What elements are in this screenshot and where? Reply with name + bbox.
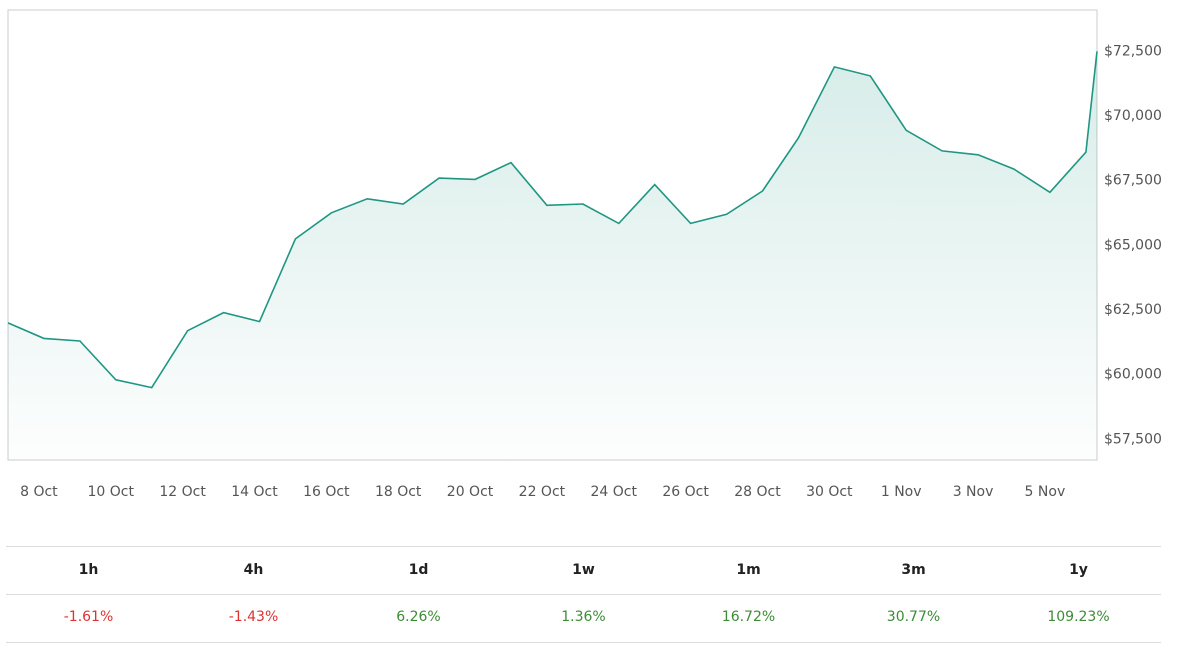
x-tick-label: 12 Oct <box>159 484 206 500</box>
y-tick-label: $65,000 <box>1104 237 1162 253</box>
period-header: 1d <box>408 562 429 578</box>
change-value: 6.26% <box>396 609 441 625</box>
change-value: 30.77% <box>886 609 941 625</box>
x-tick-label: 22 Oct <box>519 484 566 500</box>
change-value: 16.72% <box>721 609 776 625</box>
change-value: 109.23% <box>1047 609 1110 625</box>
x-tick-label: 28 Oct <box>734 484 781 500</box>
y-tick-label: $57,500 <box>1104 431 1162 447</box>
x-tick-label: 8 Oct <box>20 484 58 500</box>
x-tick-label: 18 Oct <box>375 484 422 500</box>
x-tick-label: 3 Nov <box>953 484 994 500</box>
chart: $57,500 $60,000 $62,500 $65,000 $67,500 $70,0… <box>7 9 1162 500</box>
y-tick-label: $62,500 <box>1104 302 1162 318</box>
y-tick-label: $60,000 <box>1104 367 1162 383</box>
price-line <box>7 51 1098 389</box>
period-header: 1m <box>736 562 761 578</box>
row-separator <box>6 594 1161 595</box>
area-fill <box>8 51 1097 461</box>
y-tick-label: $70,000 <box>1104 108 1162 124</box>
y-tick-label: $72,500 <box>1104 43 1162 59</box>
x-tick-label: 1 Nov <box>881 484 922 500</box>
x-tick-label: 10 Oct <box>88 484 135 500</box>
period-header: 1h <box>78 562 99 578</box>
period-header: 1w <box>572 562 595 578</box>
x-tick-label: 5 Nov <box>1025 484 1066 500</box>
period-header: 1y <box>1069 562 1088 578</box>
x-tick-label: 16 Oct <box>303 484 350 500</box>
x-tick-label: 20 Oct <box>447 484 494 500</box>
period-header: 4h <box>243 562 264 578</box>
change-value: -1.61% <box>63 609 114 625</box>
change-value: 1.36% <box>561 609 606 625</box>
change-value: -1.43% <box>228 609 279 625</box>
x-tick-label: 26 Oct <box>662 484 709 500</box>
period-header: 3m <box>901 562 926 578</box>
change-table: 1h -1.61% 4h -1.43% 1d 6.26% 1w 1.36% 1m 16.72% 3m… <box>6 546 1161 643</box>
y-tick-label: $67,500 <box>1104 173 1162 189</box>
x-tick-label: 14 Oct <box>231 484 278 500</box>
x-tick-label: 24 Oct <box>591 484 638 500</box>
x-tick-label: 30 Oct <box>806 484 853 500</box>
